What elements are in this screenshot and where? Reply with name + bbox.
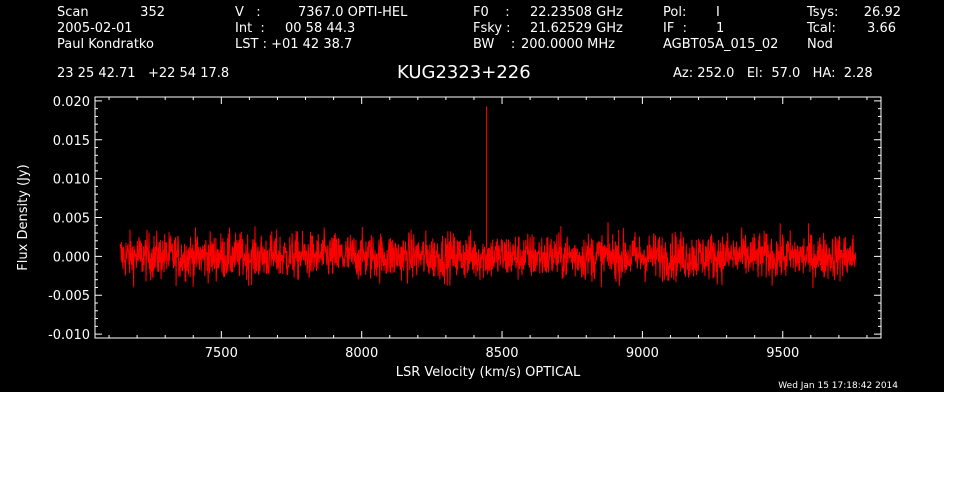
tsys-value: 26.92	[863, 5, 901, 20]
chart-title: KUG2323+226	[397, 62, 531, 83]
scan-value: 352	[140, 5, 165, 20]
lst-readout: LST : +01 42 38.7	[235, 37, 353, 52]
observer-name: Paul Kondratko	[57, 37, 154, 52]
bw-value: 200.0000 MHz	[521, 37, 615, 52]
source-coordinates: 23 25 42.71 +22 54 17.8	[57, 66, 230, 81]
fsky-label: Fsky :	[473, 21, 511, 36]
x-tick-label: 9000	[626, 346, 659, 361]
az-el-ha-readout: Az: 252.0 El: 57.0 HA: 2.28	[673, 66, 873, 81]
y-axis-label: Flux Density (Jy)	[16, 164, 31, 270]
observing-mode: Nod	[807, 37, 833, 52]
tsys-label: Tsys:	[807, 5, 839, 20]
tcal-value: 3.66	[867, 21, 896, 36]
spectrum-chart: 7500 8000 8500 9000 9500 -0.010 -0.005 0.000 0.0…	[16, 95, 882, 380]
y-tick-label: 0.005	[53, 212, 90, 227]
fsky-value: 21.62529 GHz	[530, 21, 623, 36]
y-tick-label: -0.010	[48, 328, 90, 343]
integration-value: 00 58 44.3	[285, 21, 356, 36]
y-tick-label: 0.000	[53, 250, 90, 265]
y-tick-label: -0.005	[48, 289, 90, 304]
f0-value: 22.23508 GHz	[530, 5, 623, 20]
y-tick-label: 0.015	[53, 134, 90, 149]
y-tick-label: 0.010	[53, 173, 90, 188]
y-tick-label: 0.020	[53, 95, 90, 110]
observation-date: 2005-02-01	[57, 21, 133, 36]
tcal-label: Tcal:	[807, 21, 836, 36]
x-tick-label: 7500	[205, 346, 238, 361]
velocity-label: V :	[235, 5, 261, 20]
x-tick-label: 8000	[345, 346, 378, 361]
pol-label: Pol:	[663, 5, 687, 20]
if-value: 1	[716, 21, 725, 36]
if-label: IF :	[663, 21, 687, 36]
x-tick-label: 9500	[766, 346, 799, 361]
scan-label: Scan	[57, 5, 89, 20]
spectrum-trace	[119, 222, 857, 289]
f0-label: F0 :	[473, 5, 510, 20]
x-tick-label: 8500	[485, 346, 518, 361]
velocity-value: 7367.0 OPTI-HEL	[298, 5, 408, 20]
x-axis-label: LSR Velocity (km/s) OPTICAL	[396, 365, 581, 380]
plot-frame	[94, 96, 882, 339]
pol-value: I	[716, 5, 720, 20]
project-id: AGBT05A_015_02	[663, 37, 779, 52]
render-timestamp: Wed Jan 15 17:18:42 2014	[778, 381, 898, 391]
integration-label: Int :	[235, 21, 265, 36]
plot-panel: Scan 352 2005-02-01 Paul Kondratko V : 7…	[0, 0, 944, 392]
bw-label: BW :	[473, 37, 516, 52]
